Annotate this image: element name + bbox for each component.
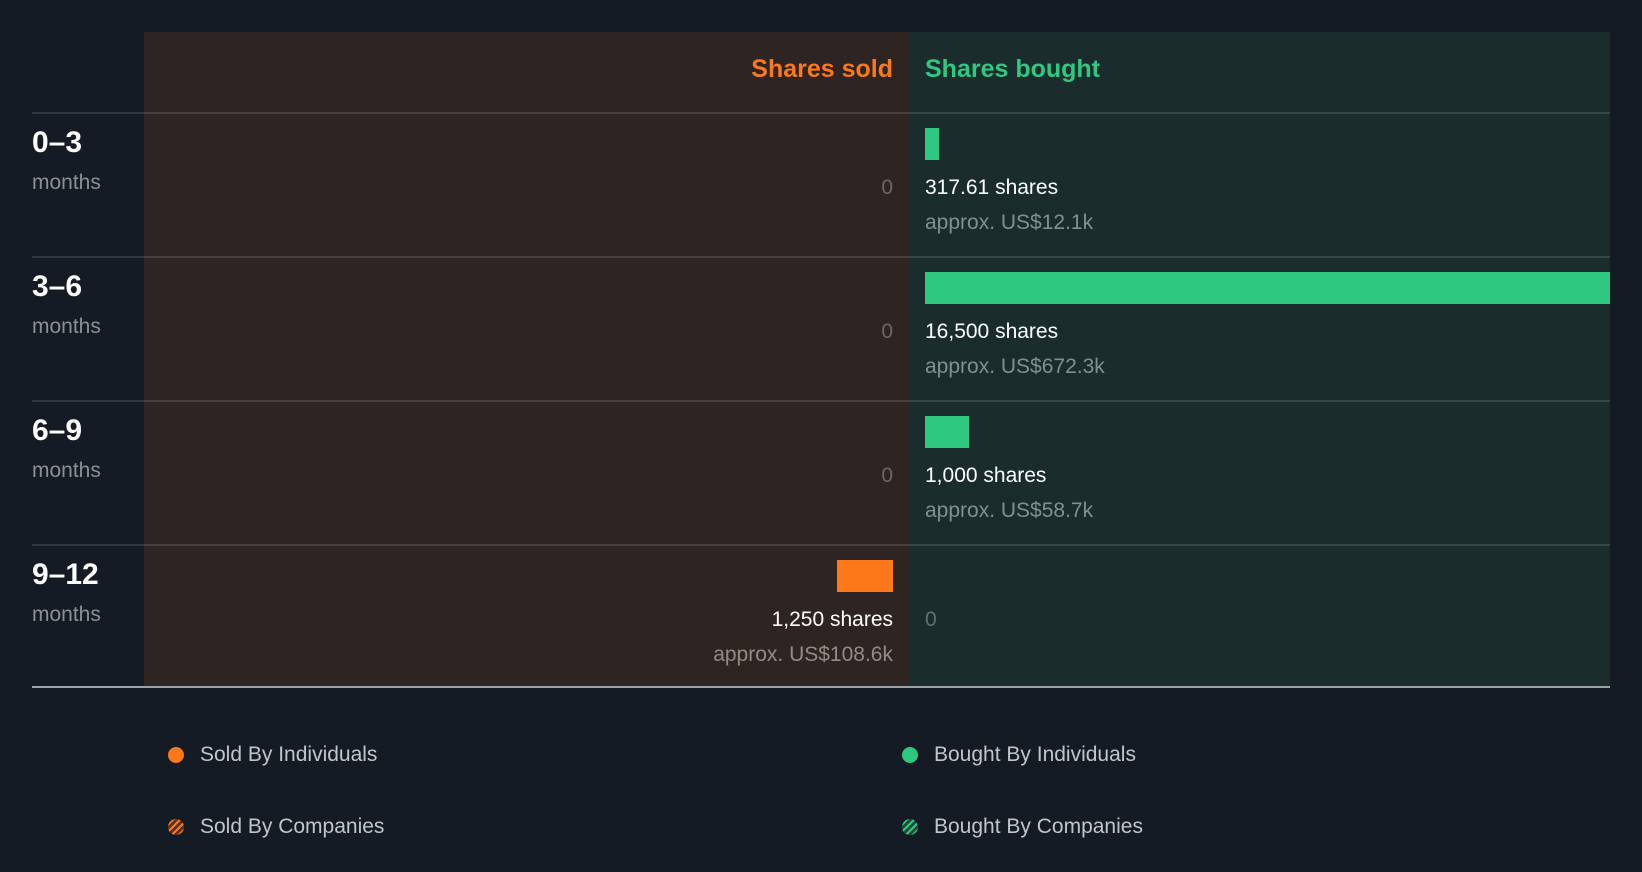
legend-sold-by-companies[interactable]: Sold By Companies [168, 812, 384, 842]
legend-bought-by-individuals[interactable]: Bought By Individuals [902, 740, 1136, 770]
sold-zero-value: 0 [881, 464, 893, 487]
shares-bought-header: Shares bought [925, 55, 1101, 83]
solid-orange-dot-icon [168, 747, 184, 763]
row-9-12-months: 9–12 months 1,250 shares approx. US$108.… [0, 545, 1642, 689]
period-range: 3–6 [32, 270, 83, 303]
striped-orange-dot-icon [168, 819, 184, 835]
bought-approx-value: approx. US$58.7k [925, 499, 1094, 522]
sold-bar [837, 560, 893, 592]
bought-approx-value: approx. US$672.3k [925, 355, 1105, 378]
sold-zero-value: 0 [881, 320, 893, 343]
period-unit: months [32, 459, 101, 482]
sold-shares: 1,250 shares [771, 608, 893, 631]
period-unit: months [32, 603, 101, 626]
bought-zero-value: 0 [925, 608, 937, 631]
legend-label: Bought By Companies [934, 815, 1143, 838]
bought-panel [909, 32, 1610, 686]
period-unit: months [32, 171, 101, 194]
bought-approx-value: approx. US$12.1k [925, 211, 1094, 234]
row-6-9-months: 6–9 months 0 1,000 shares approx. US$58.… [0, 401, 1642, 545]
bought-bar [925, 272, 1610, 304]
row-3-6-months: 3–6 months 0 16,500 shares approx. US$67… [0, 257, 1642, 401]
row-divider [32, 544, 1610, 546]
period-range: 6–9 [32, 414, 83, 447]
legend-label: Sold By Individuals [200, 743, 378, 766]
bought-shares: 16,500 shares [925, 320, 1059, 343]
period-unit: months [32, 315, 101, 338]
row-divider [32, 400, 1610, 402]
period-range: 9–12 [32, 558, 99, 591]
bought-bar [925, 128, 939, 160]
bought-shares: 317.61 shares [925, 176, 1059, 199]
legend-sold-by-individuals[interactable]: Sold By Individuals [168, 740, 377, 770]
bought-shares: 1,000 shares [925, 464, 1047, 487]
shares-sold-header: Shares sold [751, 55, 893, 83]
legend-bought-by-companies[interactable]: Bought By Companies [902, 812, 1143, 842]
sold-panel [144, 32, 909, 686]
header-divider [32, 112, 1610, 114]
sold-approx-value: approx. US$108.6k [713, 643, 893, 666]
sold-zero-value: 0 [881, 176, 893, 199]
striped-green-dot-icon [902, 819, 918, 835]
legend-label: Sold By Companies [200, 815, 385, 838]
solid-green-dot-icon [902, 747, 918, 763]
row-0-3-months: 0–3 months 0 317.61 shares approx. US$12… [0, 113, 1642, 257]
legend-label: Bought By Individuals [934, 743, 1136, 766]
row-divider [32, 256, 1610, 258]
bought-bar [925, 416, 969, 448]
period-range: 0–3 [32, 126, 83, 159]
chart-baseline [32, 686, 1610, 688]
